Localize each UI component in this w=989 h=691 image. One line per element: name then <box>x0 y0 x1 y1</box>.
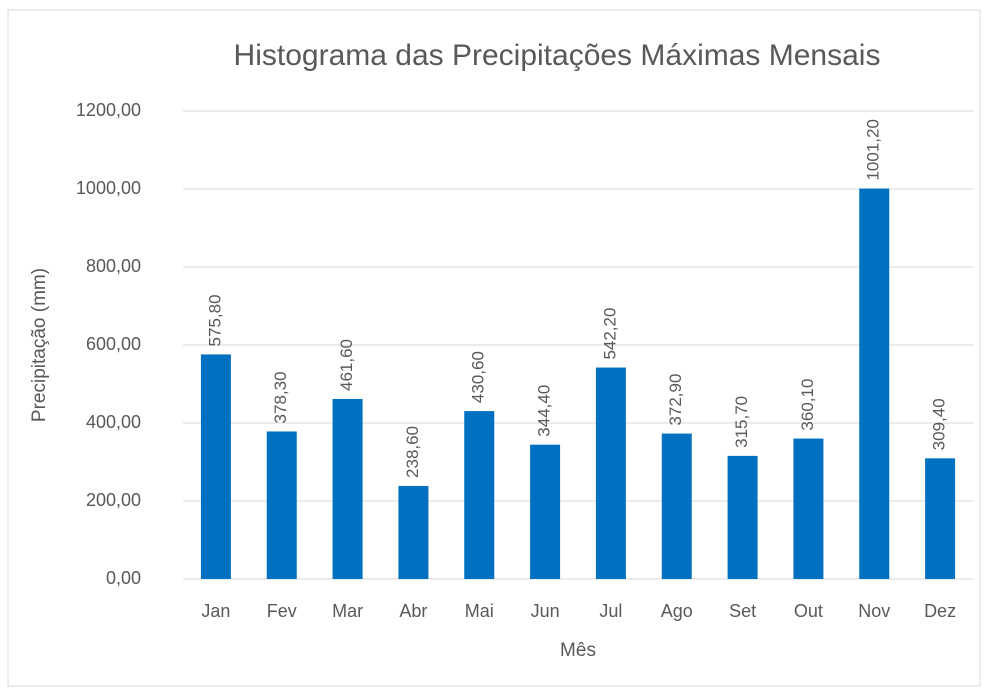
bar <box>595 367 626 579</box>
bar <box>661 433 692 579</box>
x-tick-label: Dez <box>924 601 956 621</box>
x-tick-label: Nov <box>858 601 890 621</box>
x-tick-label: Fev <box>267 601 297 621</box>
x-tick-label: Out <box>794 601 823 621</box>
y-tick-label: 0,00 <box>106 568 141 588</box>
y-tick-label: 200,00 <box>86 490 141 510</box>
data-label: 238,60 <box>403 426 422 478</box>
x-tick-label: Jul <box>599 601 622 621</box>
bar <box>398 485 429 579</box>
data-label: 542,20 <box>600 308 619 360</box>
bar <box>793 438 824 579</box>
bar <box>464 411 495 579</box>
bar <box>200 354 231 579</box>
x-axis-label: Mês <box>560 640 596 661</box>
data-label: 430,60 <box>469 351 488 403</box>
bar <box>530 444 561 579</box>
data-label: 309,40 <box>930 398 949 450</box>
y-tick-label: 800,00 <box>86 256 141 276</box>
data-label: 378,30 <box>271 371 290 423</box>
data-label: 461,60 <box>337 339 356 391</box>
x-tick-label: Abr <box>399 601 427 621</box>
data-label: 315,70 <box>732 396 751 448</box>
y-tick-label: 1000,00 <box>76 178 141 198</box>
y-tick-label: 600,00 <box>86 334 141 354</box>
bar <box>727 455 758 579</box>
data-label: 360,10 <box>798 379 817 431</box>
bar <box>332 398 363 579</box>
bar <box>859 188 890 580</box>
y-axis-label: Precipitação (mm) <box>29 268 50 422</box>
x-tick-label: Set <box>729 601 756 621</box>
x-tick-label: Mai <box>465 601 494 621</box>
y-tick-label: 1200,00 <box>76 100 141 120</box>
bar <box>266 431 297 579</box>
x-tick-label: Mar <box>332 601 363 621</box>
x-tick-label: Jan <box>201 601 230 621</box>
x-tick-label: Ago <box>661 601 693 621</box>
chart-title: Histograma das Precipitações Máximas Men… <box>234 39 881 72</box>
x-tick-label: Jun <box>531 601 560 621</box>
y-tick-label: 400,00 <box>86 412 141 432</box>
data-label: 344,40 <box>535 385 554 437</box>
data-label: 1001,20 <box>864 119 883 180</box>
bar <box>925 458 956 579</box>
data-label: 372,90 <box>666 374 685 426</box>
data-label: 575,80 <box>205 294 224 346</box>
